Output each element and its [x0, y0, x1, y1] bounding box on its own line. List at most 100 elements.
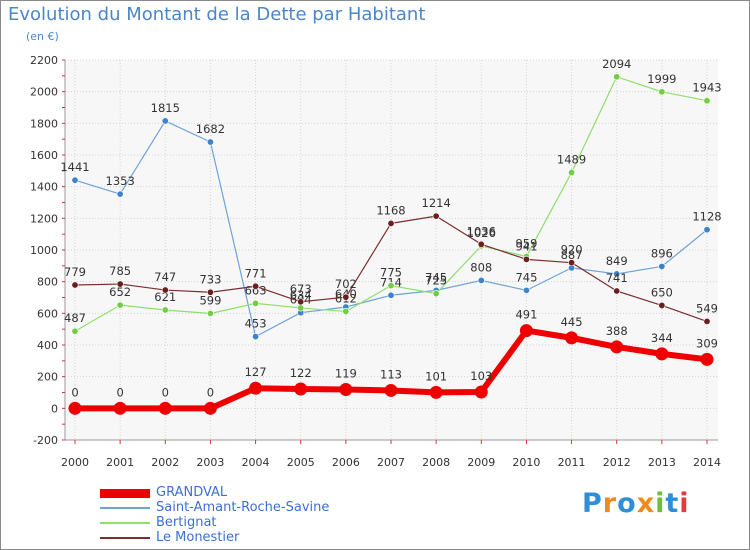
data-point-saint-amant-roche-savine	[71, 176, 79, 184]
logo-letter: i	[679, 488, 690, 519]
legend-label-grandval: GRANDVAL	[156, 485, 228, 500]
data-label-grandval: 101	[425, 369, 447, 383]
data-label-le-monestier: 1214	[422, 196, 451, 210]
x-tick-label: 2007	[377, 456, 405, 469]
data-point-saint-amant-roche-savine	[116, 190, 124, 198]
data-point-bertignat	[387, 282, 395, 290]
y-tick-label: 2000	[30, 86, 58, 99]
data-point-saint-amant-roche-savine	[613, 270, 621, 278]
data-label-grandval: 0	[116, 385, 123, 399]
data-point-grandval	[294, 382, 308, 396]
data-label-bertignat: 2094	[602, 57, 631, 71]
data-point-le-monestier	[477, 240, 485, 248]
data-label-saint-amant-roche-savine: 896	[651, 246, 673, 260]
data-point-bertignat	[432, 290, 440, 298]
x-tick-label: 2003	[196, 456, 224, 469]
data-label-saint-amant-roche-savine: 1353	[106, 174, 135, 188]
data-label-saint-amant-roche-savine: 1441	[60, 160, 89, 174]
y-tick-label: 0	[51, 402, 58, 415]
y-tick-label: 1600	[30, 149, 58, 162]
series-le-monestier: 779 785 747 733 771 673 702 1168 1214 1036 941 920 7…	[64, 196, 718, 325]
y-tick-label: 800	[37, 276, 58, 289]
data-label-grandval: 122	[290, 366, 312, 380]
data-point-saint-amant-roche-savine	[206, 138, 214, 146]
data-point-grandval	[384, 383, 398, 397]
data-point-grandval	[203, 401, 217, 415]
data-label-bertignat: 621	[154, 290, 176, 304]
data-label-grandval: 0	[207, 385, 214, 399]
data-label-grandval: 344	[651, 331, 673, 345]
data-point-bertignat	[613, 73, 621, 81]
y-tick-label: 1000	[30, 244, 58, 257]
data-point-le-monestier	[387, 219, 395, 227]
data-label-saint-amant-roche-savine: 849	[606, 254, 628, 268]
data-label-bertignat: 652	[109, 285, 131, 299]
data-label-bertignat: 725	[425, 274, 447, 288]
y-tick-label: 2200	[30, 54, 58, 67]
data-label-le-monestier: 549	[696, 301, 718, 315]
data-label-le-monestier: 1036	[467, 224, 496, 238]
data-label-bertignat: 1489	[557, 153, 586, 167]
logo-letter: i	[655, 488, 666, 519]
proxiti-logo: Proxiti	[582, 488, 690, 519]
series-grandval: 0 0 0 0 127 122 119 113 101 103 491 445 388 344 309	[68, 308, 718, 415]
data-point-grandval	[68, 401, 82, 415]
logo-letter: r	[602, 488, 618, 519]
data-label-le-monestier: 650	[651, 285, 673, 299]
legend-swatch-grandval	[100, 488, 150, 498]
data-point-le-monestier	[703, 317, 711, 325]
data-point-le-monestier	[297, 298, 305, 306]
x-tick-label: 2013	[648, 456, 676, 469]
data-point-bertignat	[116, 301, 124, 309]
data-label-saint-amant-roche-savine: 745	[425, 270, 447, 284]
data-label-saint-amant-roche-savine: 1128	[692, 210, 721, 224]
data-label-saint-amant-roche-savine: 1815	[151, 101, 180, 115]
x-tick-label: 2014	[693, 456, 721, 469]
data-label-saint-amant-roche-savine: 745	[515, 270, 537, 284]
data-point-le-monestier	[161, 286, 169, 294]
data-label-le-monestier: 733	[199, 272, 221, 286]
legend-swatch-saint-amant	[100, 507, 150, 509]
data-point-bertignat	[568, 169, 576, 177]
data-point-saint-amant-roche-savine	[387, 291, 395, 299]
data-label-bertignat: 599	[199, 293, 221, 307]
data-point-le-monestier	[116, 280, 124, 288]
data-label-grandval: 103	[470, 369, 492, 383]
x-tick-label: 2006	[332, 456, 360, 469]
logo-letter: o	[617, 488, 637, 519]
data-label-grandval: 113	[380, 367, 402, 381]
x-tick-label: 2008	[422, 456, 450, 469]
data-point-saint-amant-roche-savine	[703, 226, 711, 234]
chart-subtitle: (en €)	[26, 30, 59, 43]
legend-swatch-bertignat	[100, 522, 150, 524]
data-label-grandval: 0	[71, 385, 78, 399]
y-tick-label: -200	[33, 434, 58, 447]
data-point-grandval	[519, 324, 533, 338]
data-point-le-monestier	[522, 255, 530, 263]
data-point-saint-amant-roche-savine	[252, 333, 260, 341]
data-point-le-monestier	[342, 293, 350, 301]
y-tick-label: 1400	[30, 181, 58, 194]
y-tick-label: 400	[37, 339, 58, 352]
data-point-bertignat	[161, 306, 169, 314]
data-label-saint-amant-roche-savine: 453	[245, 317, 267, 331]
data-point-grandval	[474, 385, 488, 399]
data-point-bertignat	[206, 309, 214, 317]
data-point-saint-amant-roche-savine	[522, 286, 530, 294]
data-point-grandval	[610, 340, 624, 354]
data-label-le-monestier: 1168	[376, 203, 405, 217]
data-point-saint-amant-roche-savine	[477, 276, 485, 284]
x-tick-label: 2010	[512, 456, 540, 469]
data-label-bertignat: 959	[515, 236, 537, 250]
logo-letter: t	[665, 488, 680, 519]
data-label-bertignat: 487	[64, 311, 86, 325]
logo-letter: x	[636, 488, 656, 519]
data-point-le-monestier	[252, 282, 260, 290]
data-point-bertignat	[342, 307, 350, 315]
x-tick-label: 2000	[61, 456, 89, 469]
data-point-bertignat	[703, 97, 711, 105]
y-tick-label: 1800	[30, 117, 58, 130]
data-point-saint-amant-roche-savine	[161, 117, 169, 125]
x-tick-label: 2004	[242, 456, 270, 469]
data-point-grandval	[655, 347, 669, 361]
